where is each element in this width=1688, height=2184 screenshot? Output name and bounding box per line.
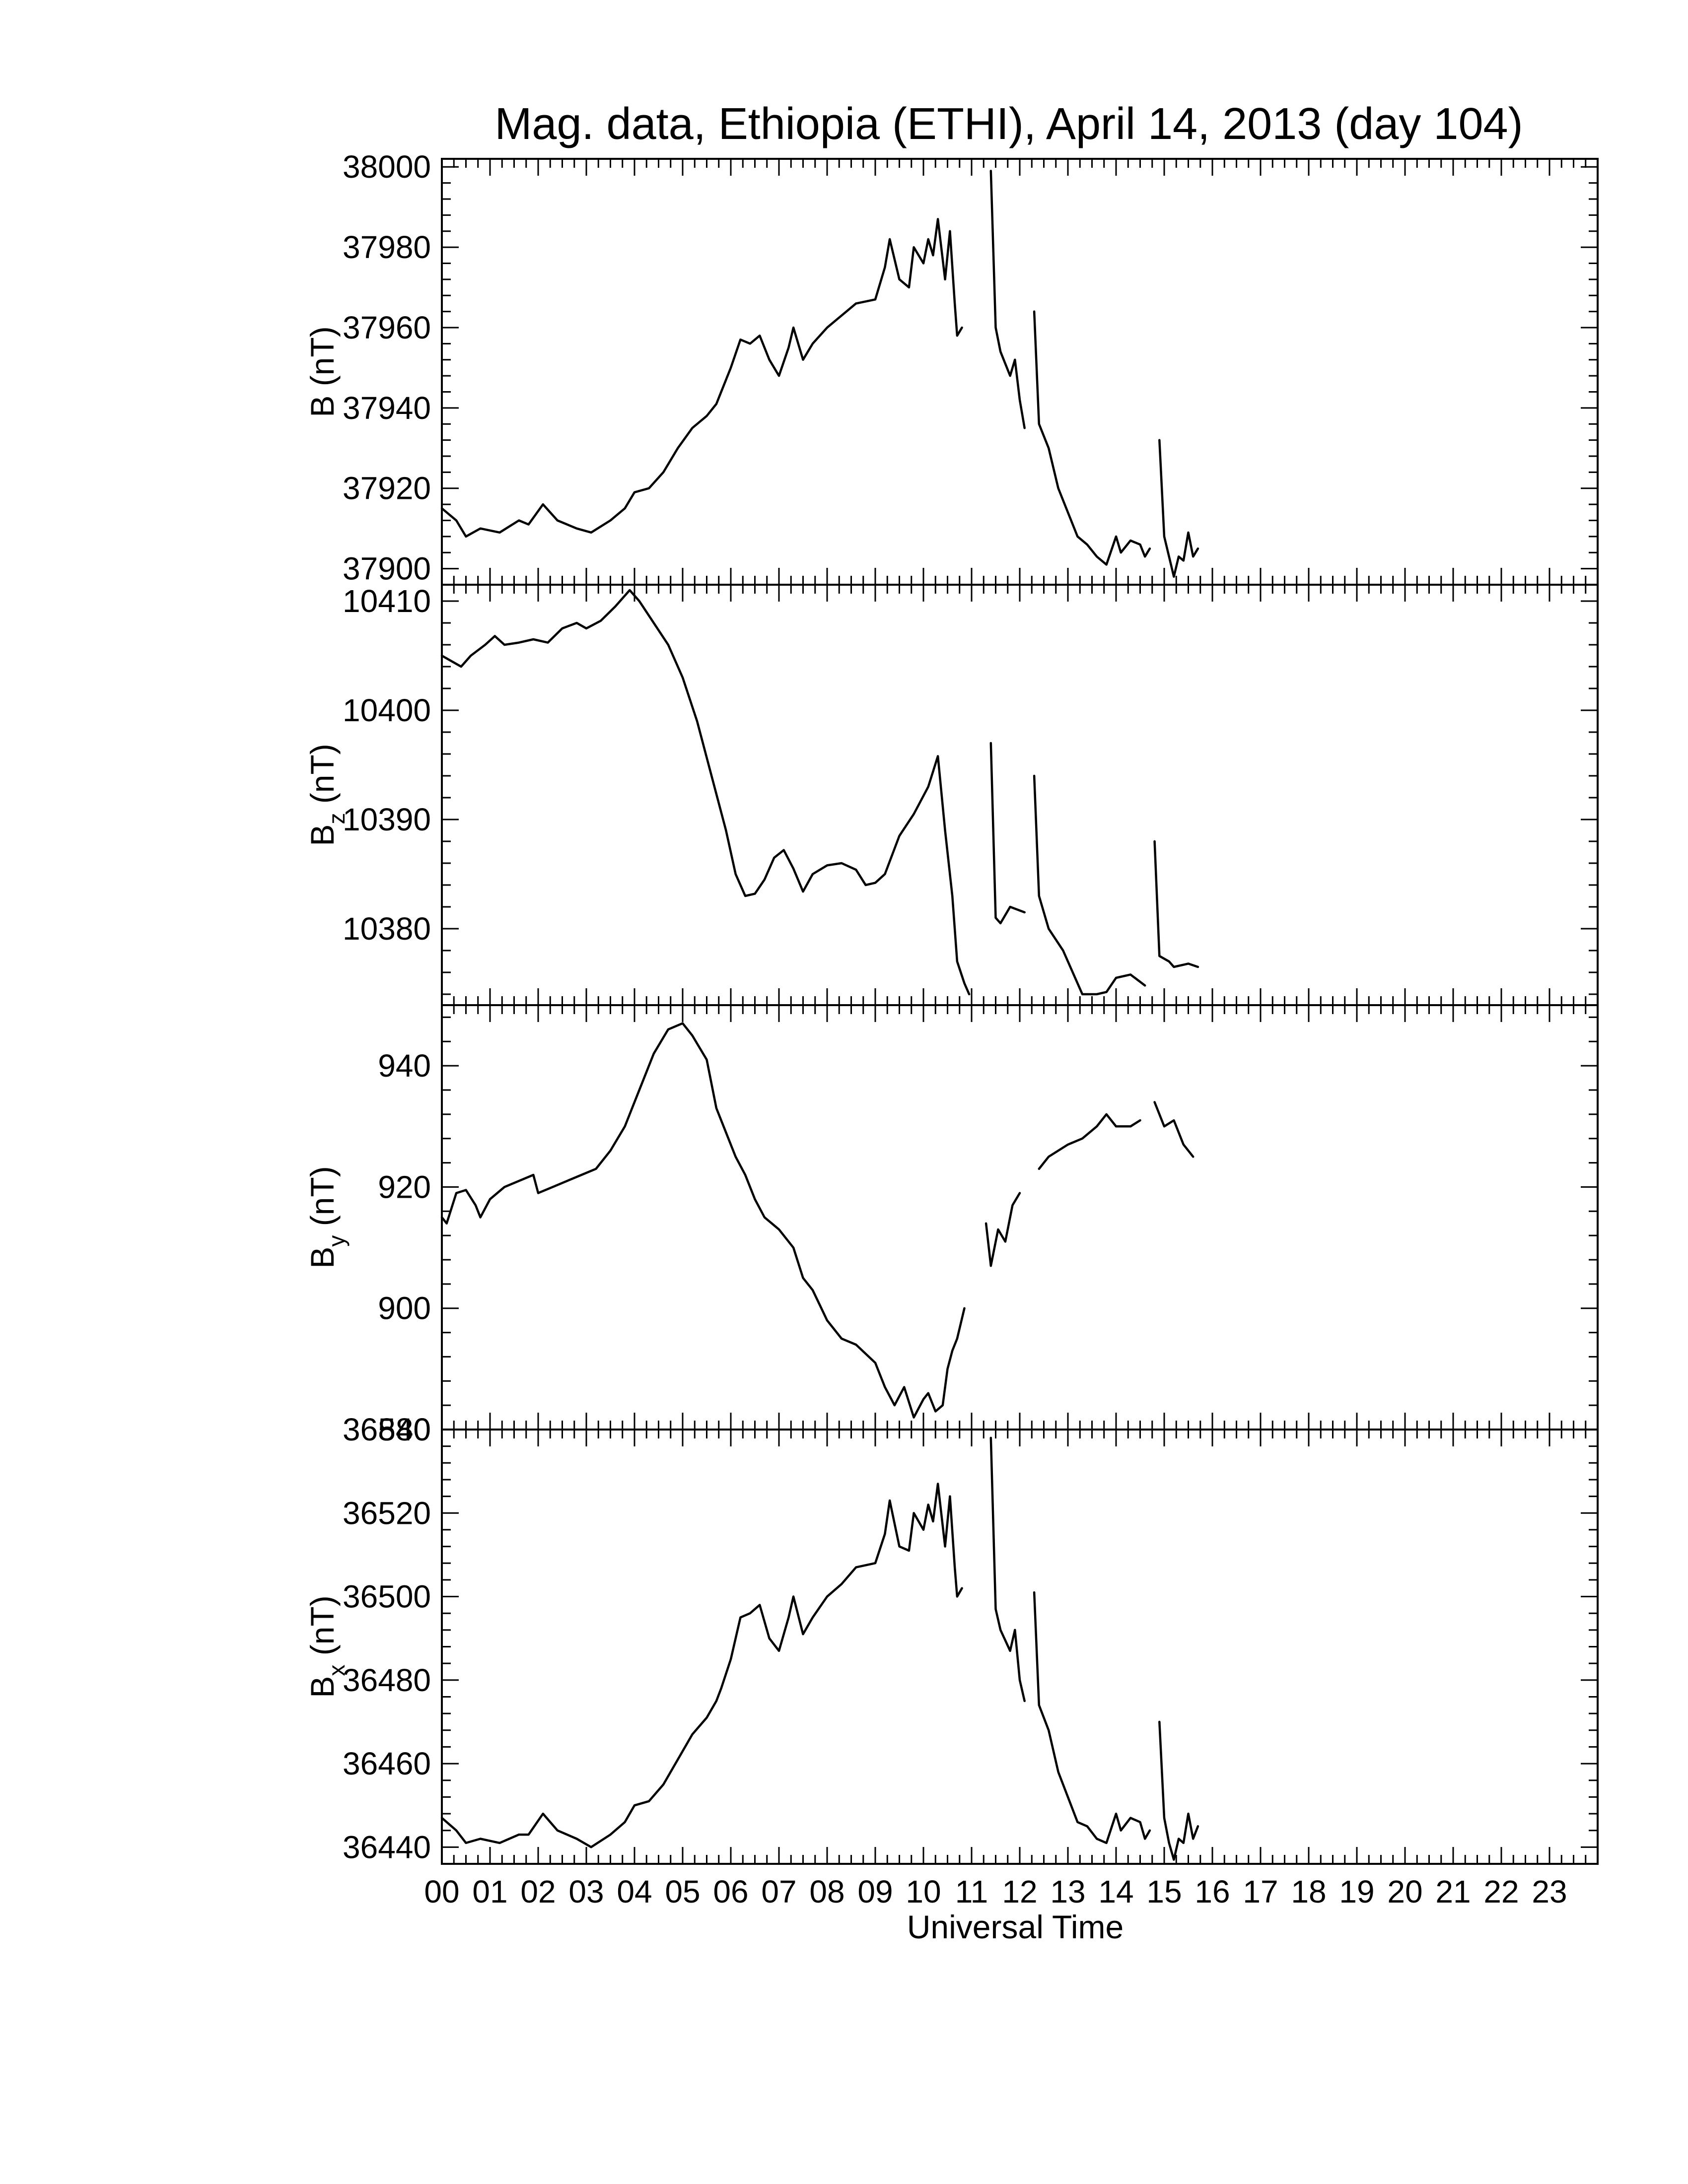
series-Bx-segment-1 xyxy=(440,1483,963,1848)
y-tick-label: 36540 xyxy=(343,1412,431,1447)
x-tick-label: 06 xyxy=(713,1874,748,1910)
y-tick-label: 880 xyxy=(378,1412,431,1447)
x-tick-label: 10 xyxy=(906,1874,941,1910)
x-axis-label: Universal Time xyxy=(907,1909,1124,1945)
y-tick-label: 37980 xyxy=(343,229,431,265)
x-tick-label: 00 xyxy=(424,1874,459,1910)
series-By-segment-2 xyxy=(985,1192,1021,1267)
series-Bz-segment-2 xyxy=(989,742,1026,925)
y-tick-label: 36500 xyxy=(343,1579,431,1615)
series-By-segment-4 xyxy=(1153,1101,1195,1158)
y-tick-label: 36460 xyxy=(343,1746,431,1781)
series-Bz-segment-4 xyxy=(1153,840,1199,968)
x-tick-label: 05 xyxy=(665,1874,700,1910)
x-tick-label: 23 xyxy=(1532,1874,1567,1910)
panel-B: 37900 37920 37940 37960 37980 38000 B (nT) xyxy=(304,149,1599,587)
y-tick-label: 10400 xyxy=(343,692,431,728)
y-tick-label: 37920 xyxy=(343,471,431,506)
x-tick-label: 22 xyxy=(1483,1874,1519,1910)
series-By-segment-3 xyxy=(1038,1113,1141,1170)
series-By-segment-1 xyxy=(440,1022,966,1419)
panel-frame-By xyxy=(441,1004,1599,1431)
series-Bx-segment-2 xyxy=(989,1436,1026,1703)
y-tick-label: 36480 xyxy=(343,1662,431,1698)
y-tick-label: 10390 xyxy=(343,802,431,837)
x-tick-label: 09 xyxy=(857,1874,893,1910)
x-axis: 00 01 02 03 04 05 06 07 08 09 10 11 12 13 14 15 16 17 18 19… xyxy=(424,1874,1567,1910)
panel-frame-Bz xyxy=(441,584,1599,1006)
series-B-segment-4 xyxy=(1158,439,1199,578)
x-tick-label: 12 xyxy=(1002,1874,1037,1910)
x-tick-label: 08 xyxy=(809,1874,844,1910)
x-tick-label: 07 xyxy=(761,1874,796,1910)
x-tick-label: 19 xyxy=(1339,1874,1374,1910)
panel-frame-B xyxy=(441,158,1599,586)
x-tick-label: 01 xyxy=(472,1874,507,1910)
y-tick-label: 37900 xyxy=(343,551,431,587)
x-tick-label: 03 xyxy=(568,1874,604,1910)
y-axis-label-By: By (nT) xyxy=(304,1166,350,1268)
chart-title: Mag. data, Ethiopia (ETHI), April 14, 20… xyxy=(494,99,1523,149)
y-tick-label: 37940 xyxy=(343,390,431,426)
series-B-segment-2 xyxy=(989,170,1026,429)
y-tick-label: 38000 xyxy=(343,149,431,185)
y-tick-label: 940 xyxy=(378,1048,431,1084)
x-tick-label: 11 xyxy=(955,1874,988,1910)
y-axis-label-B: B (nT) xyxy=(304,326,341,417)
panel-frame-Bx xyxy=(441,1429,1599,1865)
y-tick-label: 37960 xyxy=(343,310,431,345)
y-axis-label-Bx: Bx (nT) xyxy=(304,1595,350,1698)
panel-Bz: 10380 10390 10400 10410 Bz (nT) xyxy=(304,583,1599,1006)
series-Bz-segment-3 xyxy=(1033,774,1146,996)
panel-By: 880 900 920 940 By (nT) xyxy=(304,1004,1599,1447)
series-Bz-segment-1 xyxy=(440,589,971,996)
x-tick-label: 02 xyxy=(520,1874,556,1910)
y-tick-label: 900 xyxy=(378,1291,431,1326)
x-tick-label: 04 xyxy=(617,1874,652,1910)
x-tick-label: 18 xyxy=(1291,1874,1326,1910)
x-tick-label: 13 xyxy=(1050,1874,1085,1910)
panel-Bx: 36440 36460 36480 36500 36520 36540 Bx (nT) xyxy=(304,1412,1599,1865)
y-axis-label-Bz: Bz (nT) xyxy=(304,744,350,846)
series-B-segment-3 xyxy=(1033,310,1151,566)
x-tick-label: 15 xyxy=(1146,1874,1182,1910)
x-tick-label: 17 xyxy=(1243,1874,1278,1910)
x-tick-label: 14 xyxy=(1098,1874,1133,1910)
y-tick-label: 920 xyxy=(378,1169,431,1205)
panels: 37900 37920 37940 37960 37980 38000 B (nT) 1038… xyxy=(304,149,1599,1865)
x-tick-label: 16 xyxy=(1195,1874,1230,1910)
x-tick-label: 20 xyxy=(1387,1874,1422,1910)
series-Bx-segment-4 xyxy=(1158,1720,1199,1861)
y-tick-label: 10380 xyxy=(343,911,431,947)
y-tick-label: 36520 xyxy=(343,1495,431,1531)
y-tick-label: 36440 xyxy=(343,1829,431,1865)
x-tick-label: 21 xyxy=(1435,1874,1471,1910)
y-tick-label: 10410 xyxy=(343,583,431,619)
series-Bx-segment-3 xyxy=(1033,1591,1151,1844)
series-B-segment-1 xyxy=(440,218,963,538)
